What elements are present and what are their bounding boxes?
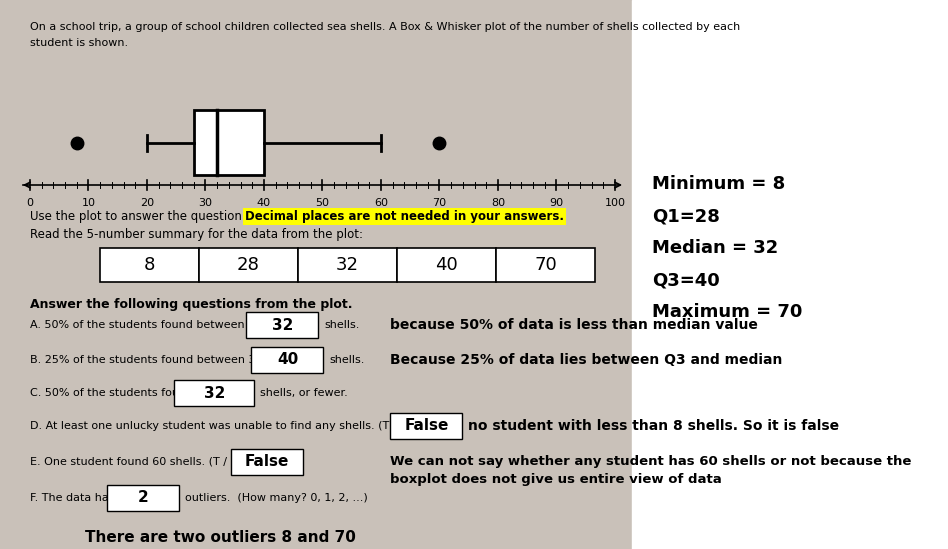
Text: 80: 80: [491, 198, 505, 208]
Text: 32: 32: [204, 385, 225, 401]
Bar: [174, 380, 254, 406]
Text: shells, or fewer.: shells, or fewer.: [260, 388, 348, 398]
Text: 2: 2: [137, 490, 149, 506]
Text: E. One student found 60 shells. (T / F): E. One student found 60 shells. (T / F): [30, 457, 241, 467]
Bar: [397, 248, 496, 282]
Text: Minimum = 8: Minimum = 8: [652, 175, 786, 193]
Text: Read the 5-number summary for the data from the plot:: Read the 5-number summary for the data f…: [30, 228, 363, 241]
Text: Decimal places are not needed in your answers.: Decimal places are not needed in your an…: [245, 210, 564, 223]
Text: 50: 50: [316, 198, 330, 208]
Text: 70: 70: [534, 256, 556, 274]
Text: Because 25% of data lies between Q3 and median: Because 25% of data lies between Q3 and …: [390, 353, 782, 367]
Text: 28: 28: [237, 256, 260, 274]
Text: 100: 100: [605, 198, 626, 208]
Text: shells.: shells.: [330, 355, 365, 365]
Text: Median = 32: Median = 32: [652, 239, 778, 257]
Text: Use the plot to answer the question below.: Use the plot to answer the question belo…: [30, 210, 287, 223]
Bar: [231, 449, 302, 475]
Bar: [496, 248, 595, 282]
Text: Answer the following questions from the plot.: Answer the following questions from the …: [30, 298, 353, 311]
Text: False: False: [245, 455, 289, 469]
Bar: [199, 248, 298, 282]
Bar: [632, 0, 948, 549]
Text: D. At least one unlucky student was unable to find any shells. (T / F): D. At least one unlucky student was unab…: [30, 421, 410, 431]
Bar: [391, 413, 463, 439]
Text: boxplot does not give us entire view of data: boxplot does not give us entire view of …: [390, 473, 721, 486]
Text: Q1=28: Q1=28: [652, 207, 720, 225]
Text: 0: 0: [27, 198, 33, 208]
Bar: [193, 110, 264, 175]
Text: 60: 60: [374, 198, 388, 208]
Text: C. 50% of the students found: C. 50% of the students found: [30, 388, 193, 398]
Text: shells.: shells.: [324, 320, 359, 330]
Text: False: False: [404, 418, 448, 434]
Bar: [246, 312, 319, 338]
Text: 8: 8: [144, 256, 155, 274]
Text: 30: 30: [198, 198, 212, 208]
Text: There are two outliers 8 and 70: There are two outliers 8 and 70: [84, 529, 356, 545]
Text: There is no student with less than 8 shells. So it is false: There is no student with less than 8 she…: [400, 419, 839, 433]
Text: Maximum = 70: Maximum = 70: [652, 303, 803, 321]
Text: 70: 70: [432, 198, 447, 208]
Bar: [100, 248, 199, 282]
Text: On a school trip, a group of school children collected sea shells. A Box & Whisk: On a school trip, a group of school chil…: [30, 22, 740, 32]
Text: We can not say whether any student has 60 shells or not because the: We can not say whether any student has 6…: [390, 456, 911, 468]
Bar: [107, 485, 179, 511]
Text: student is shown.: student is shown.: [30, 38, 128, 48]
Bar: [251, 347, 323, 373]
Text: 40: 40: [277, 352, 298, 367]
Bar: [298, 248, 397, 282]
Text: B. 25% of the students found between 32 and: B. 25% of the students found between 32 …: [30, 355, 287, 365]
Text: 32: 32: [336, 256, 359, 274]
Text: F. The data has: F. The data has: [30, 493, 115, 503]
Text: 90: 90: [550, 198, 563, 208]
Text: 40: 40: [435, 256, 458, 274]
Text: outliers.  (How many? 0, 1, 2, ...): outliers. (How many? 0, 1, 2, ...): [185, 493, 368, 503]
Text: 32: 32: [272, 317, 293, 333]
Text: Q3=40: Q3=40: [652, 271, 720, 289]
Text: 10: 10: [82, 198, 96, 208]
Text: 20: 20: [140, 198, 155, 208]
Text: 40: 40: [257, 198, 271, 208]
Text: A. 50% of the students found between 8 and: A. 50% of the students found between 8 a…: [30, 320, 280, 330]
Text: because 50% of data is less than median value: because 50% of data is less than median …: [390, 318, 757, 332]
